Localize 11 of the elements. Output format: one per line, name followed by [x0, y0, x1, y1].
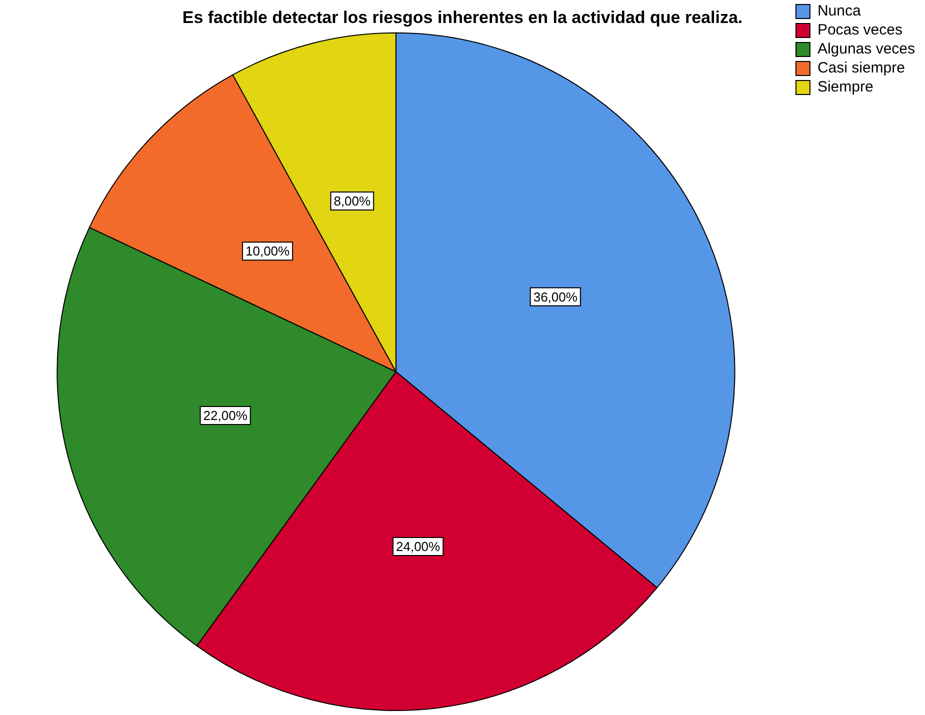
data-label: 24,00%	[396, 539, 441, 554]
data-label: 36,00%	[533, 289, 578, 304]
legend-label: Algunas veces	[817, 40, 916, 58]
legend-label: Casi siempre	[817, 60, 905, 77]
data-label: 8,00%	[334, 194, 372, 209]
legend-label: Nunca	[817, 2, 862, 20]
data-label: 10,00%	[245, 244, 290, 259]
legend-label: Siempre	[817, 78, 874, 96]
legend-label: Pocas veces	[817, 22, 902, 39]
chart-title: Es factible detectar los riesgos inherentes en la actividad que realiza.	[182, 8, 743, 27]
data-label: 22,00%	[203, 408, 248, 424]
